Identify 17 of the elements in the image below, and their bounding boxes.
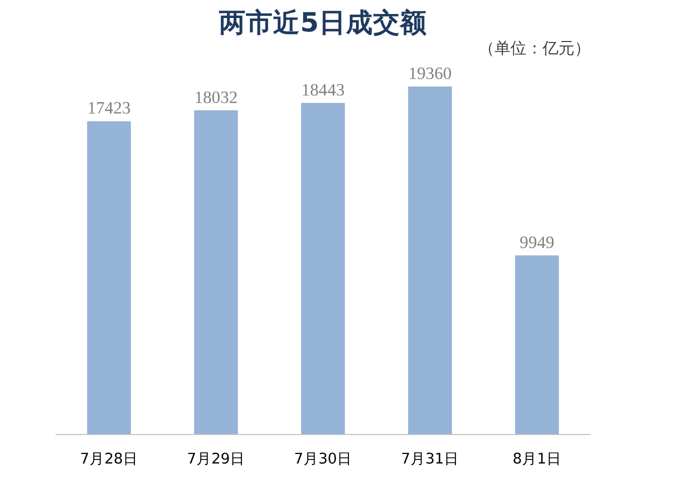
bar (515, 255, 559, 434)
x-tick-label: 7月29日 (187, 450, 245, 468)
data-label: 18443 (301, 80, 345, 100)
data-label: 18032 (194, 88, 238, 107)
data-label: 17423 (87, 98, 131, 118)
x-tick-label: 7月30日 (294, 450, 352, 468)
bar (301, 102, 345, 434)
bar (194, 110, 238, 434)
bar (408, 86, 452, 434)
bar (87, 121, 131, 434)
data-label: 19360 (408, 64, 452, 83)
x-tick-label: 8月1日 (512, 450, 562, 468)
data-label: 9949 (520, 232, 554, 252)
chart-title: 两市近5日成交额 (218, 8, 428, 38)
text: （单位：亿元） (478, 38, 590, 58)
x-tick-label: 7月31日 (401, 450, 459, 468)
x-tick-label: 7月28日 (80, 450, 138, 468)
